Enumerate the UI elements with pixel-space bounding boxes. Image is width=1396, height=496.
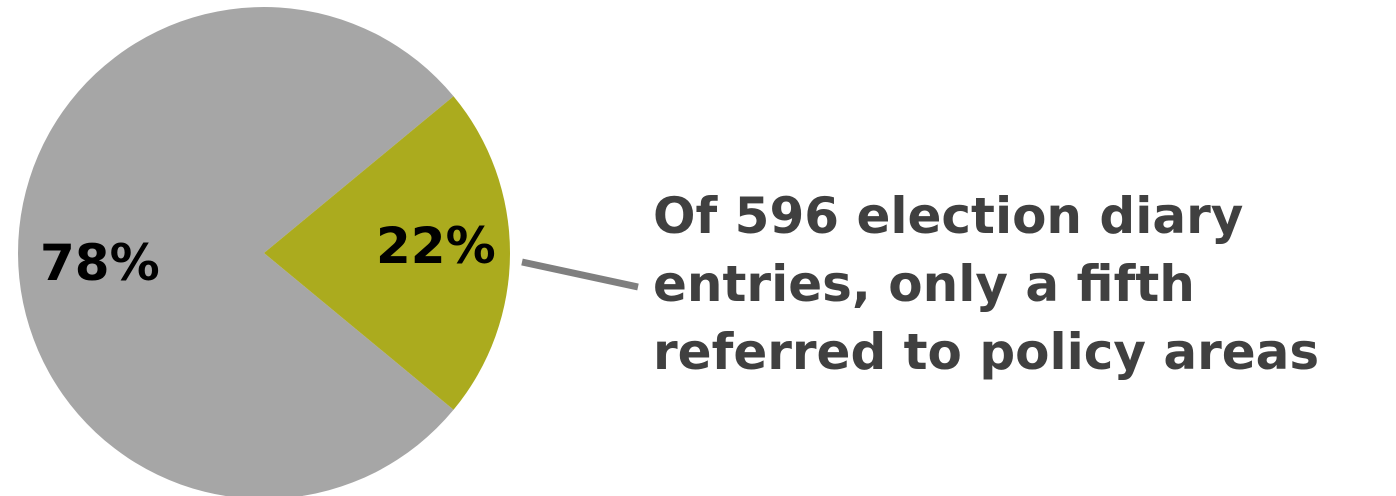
pie-slices [18, 7, 510, 496]
slice-label-78: 78% [40, 234, 160, 292]
annotation-line-2: entries, only a fifth [653, 255, 1195, 313]
annotation-line-1: Of 596 election diary [653, 187, 1244, 245]
annotation-line-3: referred to policy areas [653, 323, 1320, 381]
annotation-leader-line [521, 258, 639, 291]
pie-slice-78 [18, 7, 454, 496]
chart-annotation: Of 596 election diary entries, only a fi… [653, 182, 1393, 386]
pie-slice-22 [264, 96, 510, 410]
slice-label-22: 22% [376, 217, 496, 275]
